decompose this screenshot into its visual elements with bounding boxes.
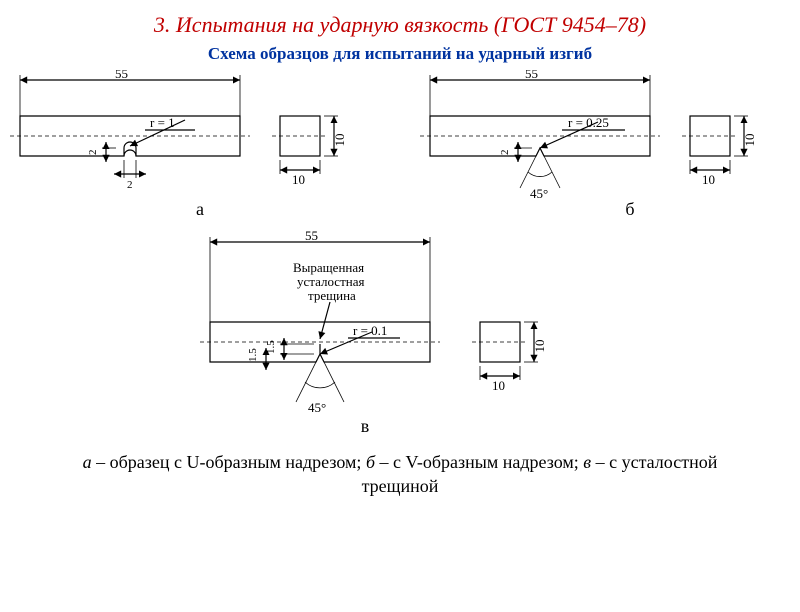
legend-a-txt: – образец с U-образным надрезом (92, 452, 357, 472)
dim-a-len: 55 (115, 70, 128, 81)
label-b-r: r = 0.25 (568, 115, 609, 130)
dim-a-h: 10 (332, 134, 347, 147)
legend-b-txt: – с V-образным надрезом (375, 452, 574, 472)
label-a-r: r = 1 (150, 115, 175, 130)
legend: а – образец с U-образным надрезом; б – с… (40, 450, 760, 499)
label-c-angle: 45° (308, 400, 326, 415)
label-c-r: r = 0.1 (353, 323, 387, 338)
legend-c-txt: – с усталостной (591, 452, 717, 472)
dim-a-depth: 2 (87, 150, 99, 156)
dim-b-h: 10 (742, 134, 757, 147)
legend-sep2: ; (574, 452, 584, 472)
row2-svg: 55 Выращенная усталостная трещина 1.5 1.… (0, 230, 800, 440)
crack-label-1: Выращенная (293, 260, 364, 275)
dim-c-h: 10 (532, 340, 547, 353)
page-subtitle: Схема образцов для испытаний на ударный … (0, 44, 800, 64)
dim-b-depth: 2 (499, 150, 511, 156)
legend-a-key: а (83, 452, 92, 472)
crack-label-3: трещина (308, 288, 356, 303)
legend-b-key: б (366, 452, 375, 472)
crack-label-2: усталостная (297, 274, 364, 289)
dim-c-crack: 1.5 (265, 340, 277, 354)
legend-c-key: в (583, 452, 591, 472)
dim-a-sq: 10 (292, 172, 305, 187)
page-title: 3. Испытания на ударную вязкость (ГОСТ 9… (0, 12, 800, 38)
dim-b-sq: 10 (702, 172, 715, 187)
label-b-angle: 45° (530, 186, 548, 201)
dim-c-v: 1.5 (247, 348, 259, 362)
fig-b-label: б (625, 199, 634, 219)
fig-c-label: в (361, 416, 370, 436)
dim-b-len: 55 (525, 70, 538, 81)
dim-c-len: 55 (305, 230, 318, 243)
dim-a-notchw: 2 (127, 179, 133, 191)
fig-a-label: а (196, 199, 204, 219)
legend-sep1: ; (356, 452, 366, 472)
legend-line2: трещиной (362, 476, 439, 496)
row1-svg: 55 2 2 r = 1 10 (0, 70, 800, 230)
dim-c-sq: 10 (492, 378, 505, 393)
